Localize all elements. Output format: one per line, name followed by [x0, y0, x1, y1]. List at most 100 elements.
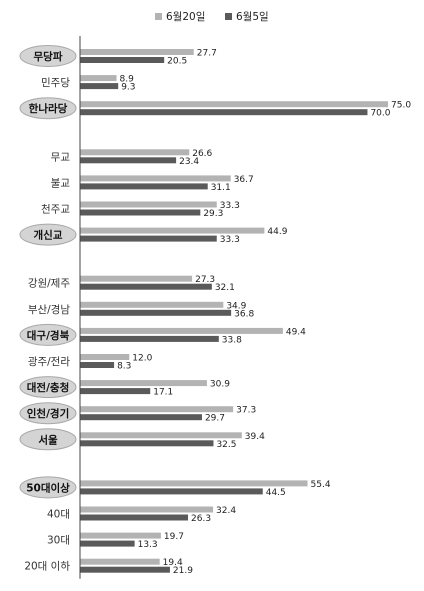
bar-jun5 — [80, 488, 263, 495]
bar-jun20 — [80, 506, 214, 513]
category-row: 인천/경기 37.3 29.7 — [19, 402, 256, 425]
category-highlight — [19, 376, 77, 399]
bar-jun20 — [80, 432, 242, 439]
bar-jun20 — [80, 175, 231, 182]
bar-jun5 — [80, 566, 170, 573]
bar-jun5 — [80, 414, 202, 421]
value-label: 75.0 — [391, 101, 411, 111]
bar-jun20 — [80, 75, 117, 82]
value-label: 33.3 — [220, 235, 240, 245]
value-label: 29.7 — [205, 414, 225, 424]
value-label: 19.4 — [163, 558, 183, 568]
bar-jun5 — [80, 183, 208, 190]
value-label: 19.7 — [164, 532, 184, 542]
bar-jun20 — [80, 227, 265, 234]
bar-jun20 — [80, 558, 160, 565]
category-row: 서울 39.4 32.5 — [19, 428, 265, 451]
category-highlight — [19, 97, 77, 120]
bar-jun5 — [80, 309, 232, 316]
category-label: 한나라당 — [29, 102, 68, 115]
bar-jun20 — [80, 354, 130, 360]
value-label: 26.3 — [191, 514, 211, 524]
bar-jun5 — [80, 57, 165, 63]
bar-jun20 — [80, 380, 207, 387]
bar-jun5 — [80, 362, 115, 368]
value-label: 49.4 — [286, 327, 306, 337]
value-label: 23.4 — [179, 157, 199, 167]
category-label: 천주교 — [41, 204, 70, 216]
category-row: 무당파 27.7 20.5 — [19, 45, 217, 67]
category-highlight — [19, 402, 77, 425]
bar-jun5 — [80, 109, 368, 116]
category-row: 무교 26.623.4 — [51, 149, 213, 167]
value-label: 44.9 — [267, 227, 287, 237]
bar-jun20 — [80, 201, 217, 208]
value-label: 17.1 — [153, 388, 173, 398]
category-row: 개신교 44.9 33.3 — [19, 223, 288, 246]
bar-jun20 — [80, 49, 194, 55]
category-label: 부산/경남 — [28, 303, 71, 316]
value-label: 36.8 — [234, 309, 254, 319]
value-label: 8.3 — [117, 362, 131, 372]
bar-jun5 — [80, 335, 219, 342]
value-label: 27.3 — [195, 275, 215, 285]
value-label: 29.3 — [203, 209, 223, 219]
legend-item-2: 6월5일 — [225, 10, 269, 23]
bar-jun5 — [80, 83, 119, 90]
value-label: 31.1 — [211, 183, 231, 193]
value-label: 32.1 — [215, 283, 235, 293]
bar-jun20 — [80, 406, 234, 413]
category-row: 대전/충청 30.9 17.1 — [19, 376, 230, 399]
category-row: 50대이상 55.4 44.5 — [19, 476, 331, 499]
plot-area: 무당파 27.7 20.5 민주당 8.99.3 한나라당 75.070.0 무교 26.623… — [19, 36, 411, 579]
value-label: 33.3 — [220, 201, 240, 211]
category-label: 20대 이하 — [24, 560, 70, 573]
value-label: 30.9 — [210, 380, 230, 390]
category-label: 인천/경기 — [27, 407, 69, 420]
category-label: 서울 — [38, 433, 58, 446]
value-label: 34.9 — [226, 301, 246, 311]
category-highlight — [19, 223, 77, 246]
category-row: 대구/경북 49.4 33.8 — [19, 323, 306, 346]
category-group-4: 50대이상 55.4 44.5 40대 32.4 26.3 30대 19.7 13.3 20대 이… — [19, 476, 331, 576]
legend-swatch — [155, 13, 162, 20]
category-label: 50대이상 — [26, 481, 70, 494]
category-group-3: 강원/제주 27.332.1 부산/경남 34.936.8 대구/경북 49.4 33.8 광… — [19, 275, 306, 451]
legend-swatch — [225, 13, 232, 20]
value-label: 37.3 — [236, 406, 256, 416]
bar-jun5 — [80, 440, 214, 447]
value-label: 39.4 — [245, 432, 265, 442]
category-row: 30대 19.7 13.3 — [47, 532, 184, 550]
value-label: 20.5 — [167, 57, 187, 67]
bar-jun20 — [80, 149, 190, 156]
value-label: 55.4 — [311, 480, 331, 490]
category-label: 민주당 — [41, 77, 70, 89]
legend: 6월20일 6월5일 — [155, 10, 269, 23]
bar-jun20 — [80, 101, 388, 108]
bar-jun5 — [80, 540, 135, 547]
bar-jun20 — [80, 532, 161, 539]
category-row: 광주/전라 12.08.3 — [28, 354, 153, 372]
bar-jun20 — [80, 301, 224, 308]
category-row: 40대 32.4 26.3 — [47, 506, 236, 524]
value-label: 27.7 — [197, 49, 217, 59]
category-highlight — [19, 323, 77, 346]
category-label: 40대 — [47, 509, 70, 521]
category-label: 무교 — [51, 151, 71, 163]
value-label: 33.8 — [222, 335, 242, 345]
value-label: 36.7 — [234, 175, 254, 185]
category-row: 한나라당 75.070.0 — [19, 97, 411, 120]
bar-jun20 — [80, 480, 308, 487]
value-label: 26.6 — [192, 149, 212, 159]
category-row: 20대 이하 19.421.9 — [24, 558, 193, 576]
value-label: 32.4 — [216, 506, 236, 516]
bar-jun5 — [80, 388, 151, 395]
category-label: 30대 — [47, 535, 70, 547]
category-highlight — [19, 428, 77, 451]
bar-jun5 — [80, 157, 177, 164]
category-row: 천주교 33.329.3 — [41, 201, 240, 219]
legend-label: 6월20일 — [166, 10, 205, 23]
value-label: 9.3 — [121, 83, 135, 93]
category-label: 대전/충청 — [27, 381, 69, 394]
